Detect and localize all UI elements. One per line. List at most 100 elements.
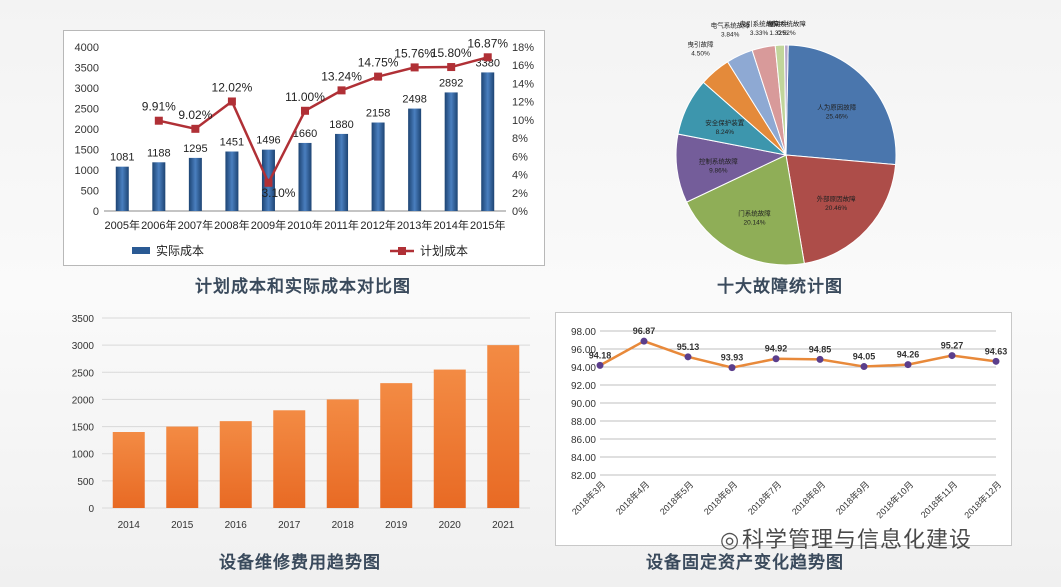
asset-marker xyxy=(728,364,736,372)
bar-value-label: 3380 xyxy=(475,57,499,69)
pie-slice-label: 外部原因故障 xyxy=(817,194,857,203)
bar-actual-cost xyxy=(298,142,312,211)
y-tick-label: 500 xyxy=(77,477,94,488)
planned-cost-marker xyxy=(374,72,383,81)
x-tick-label: 2021 xyxy=(492,520,515,531)
x-tick-label: 2018年8月 xyxy=(789,479,827,517)
asset-value-label: 94.63 xyxy=(985,346,1008,356)
asset-value-label: 93.93 xyxy=(721,353,744,363)
legend-marker-planned xyxy=(398,247,406,255)
x-tick-label: 2018年10月 xyxy=(874,479,916,521)
y-right-tick-label: 14% xyxy=(512,78,534,90)
x-tick-label: 2016 xyxy=(225,520,248,531)
caption-maintenance-cost: 设备维修费用趋势图 xyxy=(219,553,381,573)
line-value-label: 13.24% xyxy=(321,69,362,83)
asset-marker xyxy=(904,361,912,369)
cost-comparison-chart: 0 500 1000 1500 2000 2500 3000 3500 4000 0% 2% 4% 6%… xyxy=(63,30,545,266)
legend-swatch-actual xyxy=(132,247,150,254)
y-left-tick-label: 3500 xyxy=(75,63,99,75)
bar-value-label: 1295 xyxy=(183,143,207,155)
x-tick-label: 2018年11月 xyxy=(918,479,959,520)
pie-slice-label: 人为原因故障 xyxy=(817,102,857,111)
y-tick-label: 90.00 xyxy=(571,399,596,410)
y-left-tick-label: 0 xyxy=(93,206,99,218)
x-tick-label: 2009年 xyxy=(251,218,286,232)
y-left-tick-label: 1000 xyxy=(75,165,99,177)
x-tick-label: 2017 xyxy=(278,520,301,531)
x-tick-label: 2012年 xyxy=(360,218,395,232)
y-left-tick-label: 3000 xyxy=(75,83,99,95)
x-tick-label: 2014年 xyxy=(433,218,468,232)
line-value-label: 9.02% xyxy=(178,108,212,122)
x-tick-label: 2006年 xyxy=(141,218,176,232)
asset-value-label: 96.87 xyxy=(633,326,656,336)
bar-value-label: 1081 xyxy=(110,152,134,164)
asset-trend-line xyxy=(599,339,997,369)
fixed-asset-chart: 82.00 84.00 86.00 88.00 90.00 92.00 94.00 96.00… xyxy=(555,312,1012,546)
pie-slice-label: 缓冲中 xyxy=(769,19,789,28)
y-left-tick-label: 2000 xyxy=(75,124,99,136)
y-tick-label: 88.00 xyxy=(571,417,596,428)
line-value-label: 16.87% xyxy=(467,36,508,50)
caption-cost-comparison: 计划成本和实际成本对比图 xyxy=(195,277,411,297)
line-value-label: 11.00% xyxy=(285,90,325,104)
line-value-label: 9.91% xyxy=(142,100,176,114)
bar-value-label: 2498 xyxy=(402,94,426,106)
legend-label-planned: 计划成本 xyxy=(420,244,468,258)
asset-marker xyxy=(596,361,604,369)
asset-marker xyxy=(640,337,648,345)
y-tick-label: 1500 xyxy=(72,423,95,434)
x-tick-label: 2019 xyxy=(385,520,408,531)
pie-slice-pct: 3.33% xyxy=(750,30,769,37)
y-right-tick-label: 4% xyxy=(512,170,528,182)
y-tick-label: 0 xyxy=(88,504,94,515)
line-value-label: 15.80% xyxy=(431,46,472,60)
fault-pie-svg: 人为原因故障 25.46% 外部原因故障 20.46% 门系统故障 20.14% 控制系统故… xyxy=(675,19,897,266)
wechat-icon: ◎ xyxy=(720,528,741,553)
y-right-tick-label: 18% xyxy=(512,42,534,54)
planned-cost-marker xyxy=(447,63,456,72)
x-tick-label: 2014 xyxy=(118,520,141,531)
bar-actual-cost xyxy=(371,122,385,211)
y-tick-label: 98.00 xyxy=(571,327,596,338)
x-tick-label: 2018年3月 xyxy=(569,479,607,517)
bar-actual-cost xyxy=(152,162,166,211)
bar-maintenance-cost xyxy=(273,410,306,508)
pie-slice xyxy=(685,154,805,266)
asset-marker xyxy=(772,355,780,363)
y-right-tick-label: 10% xyxy=(512,115,534,127)
y-tick-label: 3500 xyxy=(72,314,95,325)
watermark-text: ◎科学管理与信息化建设 xyxy=(720,522,972,554)
pie-slice-label: 曳引故障 xyxy=(688,39,715,48)
fault-pie-chart: 人为原因故障 25.46% 外部原因故障 20.46% 门系统故障 20.14% 控制系统故… xyxy=(640,12,920,267)
pie-slice-pct: 0.52% xyxy=(777,30,796,37)
bar-maintenance-cost xyxy=(433,369,466,508)
y-tick-label: 92.00 xyxy=(571,381,596,392)
planned-cost-marker xyxy=(154,116,163,125)
asset-marker xyxy=(860,363,868,371)
planned-cost-marker xyxy=(227,97,236,106)
line-value-label: 15.76% xyxy=(394,46,435,60)
y-left-tick-label: 2500 xyxy=(75,104,99,116)
pie-slice-pct: 25.46% xyxy=(826,113,848,120)
y-right-tick-label: 0% xyxy=(512,206,528,218)
bar-value-label: 1451 xyxy=(220,137,244,149)
y-tick-label: 2500 xyxy=(72,368,95,379)
x-tick-label: 2011年 xyxy=(324,218,359,232)
pie-slice-label: 曳引系统故障 xyxy=(740,19,780,28)
bar-value-label: 1496 xyxy=(256,135,280,147)
bar-maintenance-cost xyxy=(487,345,520,508)
planned-cost-marker xyxy=(264,178,273,187)
pie-slice-pct: 9.86% xyxy=(709,168,728,175)
y-right-tick-label: 16% xyxy=(512,60,534,72)
planned-cost-marker xyxy=(337,86,346,95)
watermark-label: 科学管理与信息化建设 xyxy=(742,528,973,553)
asset-value-label: 95.27 xyxy=(941,341,964,351)
y-left-tick-label: 4000 xyxy=(75,42,99,54)
x-tick-label: 2018年7月 xyxy=(745,479,783,517)
bar-maintenance-cost xyxy=(326,399,359,508)
bar-value-label: 1188 xyxy=(147,147,171,159)
x-tick-label: 2005年 xyxy=(105,218,140,232)
y-right-tick-label: 6% xyxy=(512,151,528,163)
asset-value-label: 94.26 xyxy=(897,350,920,360)
